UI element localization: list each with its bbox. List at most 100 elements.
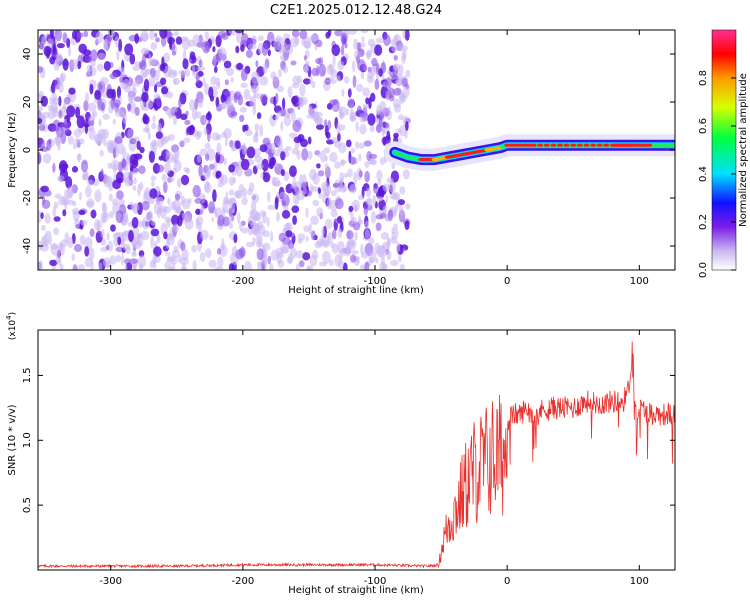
noise-cell <box>133 265 137 270</box>
noise-cell <box>398 205 404 217</box>
noise-cell <box>326 197 332 210</box>
noise-cell <box>374 242 380 255</box>
noise-cell <box>233 92 238 104</box>
noise-cell <box>49 97 53 105</box>
noise-cell <box>174 160 182 172</box>
noise-cell <box>132 83 136 94</box>
noise-cell <box>307 136 312 145</box>
noise-cell <box>100 211 109 223</box>
noise-cell <box>358 153 362 162</box>
noise-cell <box>71 253 75 262</box>
noise-cell <box>115 210 124 224</box>
y-tick-label: 1.5 <box>22 367 33 383</box>
noise-cell <box>258 234 263 248</box>
noise-cell <box>83 30 89 38</box>
x-tick-label: -100 <box>364 276 387 287</box>
noise-cell <box>77 264 85 270</box>
noise-cell <box>367 38 376 47</box>
noise-cell <box>303 66 310 72</box>
noise-cell <box>359 123 367 135</box>
noise-cell <box>300 138 308 148</box>
noise-cell <box>302 252 311 261</box>
noise-cell <box>346 108 350 116</box>
noise-cell <box>71 59 80 70</box>
noise-cell <box>102 113 110 120</box>
noise-cell <box>370 210 377 224</box>
x-tick-label: 100 <box>630 576 649 587</box>
noise-cell <box>341 35 345 47</box>
noise-cell <box>87 102 97 112</box>
noise-cell <box>379 157 385 166</box>
noise-cell <box>398 125 407 137</box>
noise-cell <box>343 76 350 84</box>
noise-cell <box>77 60 82 70</box>
noise-cell <box>156 164 165 173</box>
bottom-x-axis-label: Height of straight line (km) <box>288 585 424 596</box>
noise-cell <box>96 221 100 234</box>
ridge-peak <box>583 143 590 147</box>
noise-cell <box>52 125 57 132</box>
noise-cell <box>237 212 241 224</box>
noise-cell <box>363 140 372 147</box>
noise-cell <box>275 92 279 104</box>
noise-cell <box>260 172 264 178</box>
noise-cell <box>296 190 305 201</box>
noise-cell <box>61 195 70 206</box>
noise-cell <box>348 30 358 35</box>
noise-cell <box>245 49 253 59</box>
noise-cell <box>267 204 276 211</box>
noise-cell <box>257 35 264 42</box>
noise-cell <box>367 66 372 73</box>
noise-cell <box>240 44 245 52</box>
noise-cell <box>228 176 235 186</box>
noise-cell <box>79 138 85 145</box>
noise-cell <box>173 31 179 37</box>
noise-cell <box>67 136 75 145</box>
noise-cell <box>291 95 299 105</box>
noise-cell <box>392 63 401 71</box>
noise-cell <box>147 131 151 141</box>
noise-cell <box>229 222 234 229</box>
noise-cell <box>62 32 68 44</box>
noise-cell <box>205 180 210 193</box>
noise-cell <box>228 263 235 270</box>
noise-cell <box>314 241 323 249</box>
noise-cell <box>234 140 241 150</box>
noise-cell <box>175 205 181 215</box>
noise-cell <box>323 147 331 154</box>
noise-cell <box>173 245 179 253</box>
noise-cell <box>303 36 312 50</box>
noise-cell <box>161 56 165 68</box>
noise-cell <box>127 103 131 113</box>
noise-cell <box>244 124 249 131</box>
noise-cell <box>270 249 279 261</box>
noise-cell <box>163 181 168 194</box>
noise-cell <box>327 30 332 37</box>
noise-cell <box>47 38 54 47</box>
top-y-axis-label: Frequency (Hz) <box>7 112 18 188</box>
noise-cell <box>38 138 45 151</box>
noise-cell <box>151 180 155 187</box>
noise-cell <box>38 106 44 112</box>
noise-cell <box>98 118 102 127</box>
x-tick-label: 100 <box>630 276 649 287</box>
noise-cell <box>131 251 137 257</box>
noise-cell <box>136 140 141 150</box>
noise-cell <box>85 92 89 104</box>
noise-cell <box>100 77 109 86</box>
top-x-axis-label: Height of straight line (km) <box>288 285 424 296</box>
noise-cell <box>141 200 150 211</box>
noise-cell <box>252 103 257 116</box>
colorbar-tick-label: 0.2 <box>698 214 709 230</box>
colorbar-tick-label: 0.8 <box>698 70 709 86</box>
noise-cell <box>211 217 215 222</box>
noise-cell <box>173 149 180 158</box>
noise-cell <box>233 233 238 244</box>
noise-cell <box>127 90 134 103</box>
noise-cell <box>224 90 231 98</box>
noise-cell <box>180 113 188 121</box>
noise-cell <box>286 112 291 120</box>
noise-cell <box>114 136 123 144</box>
